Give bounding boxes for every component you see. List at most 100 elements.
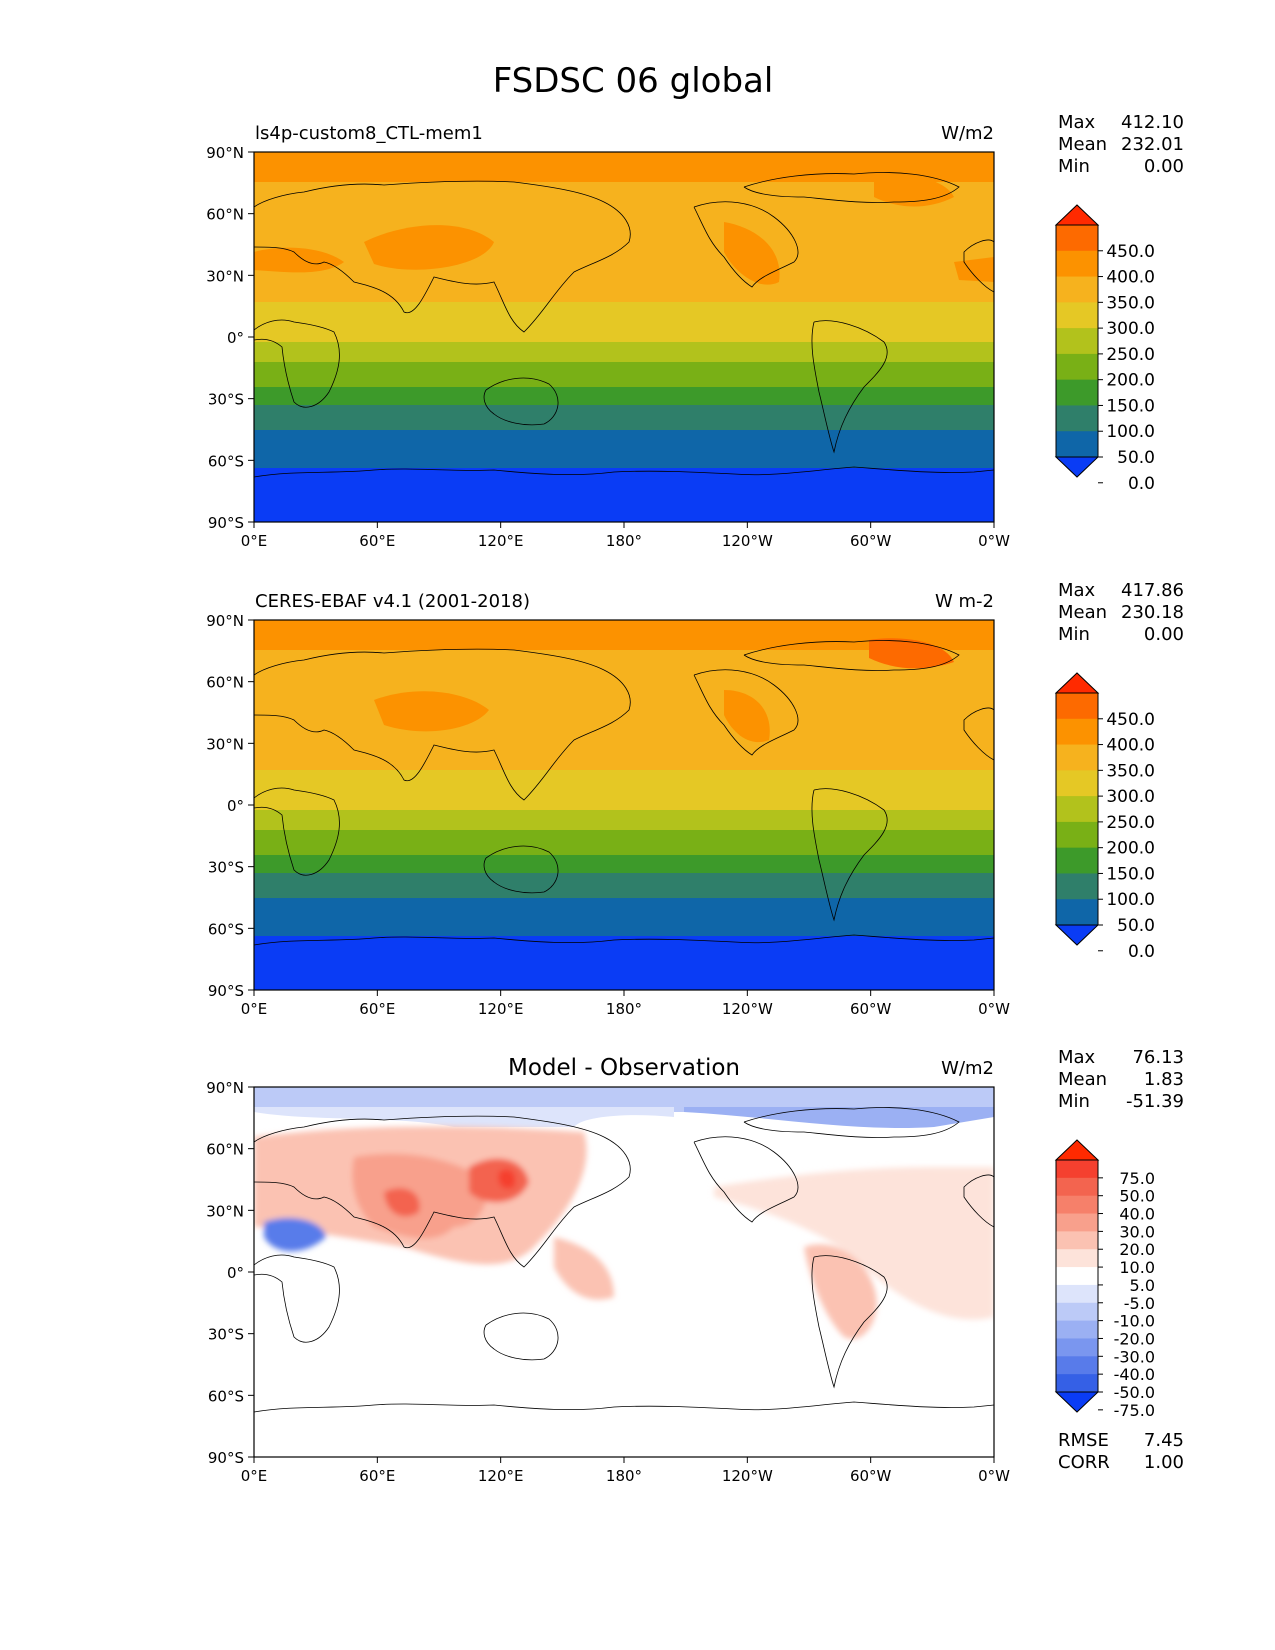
coastline: [253, 1401, 995, 1413]
colorbar-label: 50.0: [1117, 916, 1155, 936]
lon-label: 60°E: [359, 1467, 395, 1485]
figure-title: FSDSC 06 global: [493, 61, 774, 101]
lon-label: 180°: [606, 1000, 642, 1018]
lat-label: 30°S: [208, 859, 244, 877]
lat-label: 30°N: [206, 267, 244, 285]
lat-label: 60°S: [208, 1387, 244, 1405]
panel-units: W m-2: [935, 591, 994, 612]
stat-mean-label: Mean: [1058, 1069, 1107, 1090]
stat-min-label: Min: [1058, 624, 1090, 645]
colorbar-swatch: [1056, 718, 1098, 746]
colorbar-swatch: [1056, 1177, 1098, 1197]
colorbar-extend-max: [1054, 1139, 1100, 1161]
colorbar-swatch: [1056, 1249, 1098, 1268]
colorbar-swatch: [1056, 1213, 1098, 1232]
colorbar-swatch: [1056, 250, 1098, 278]
colorbar-extend-min: [1054, 924, 1100, 946]
corr-label: CORR: [1058, 1452, 1110, 1473]
lat-label: 0°: [227, 797, 244, 815]
colorbar-swatch: [1056, 821, 1098, 849]
colorbar-label: -10.0: [1114, 1312, 1155, 1331]
lon-label: 120°E: [478, 1000, 524, 1018]
colorbar-label: -30.0: [1114, 1347, 1155, 1366]
panel-diff-frame: 90°N 60°N 30°N 0° 30°S 60°S 90°S0°E 60°E 120°E 18…: [206, 1047, 1184, 1485]
lat-label: 30°N: [206, 1202, 244, 1220]
colorbar-swatch: [1056, 899, 1098, 926]
coastlines: [253, 640, 995, 946]
lat-label: 90°N: [206, 144, 244, 162]
coastline: [253, 180, 631, 333]
lat-label: 30°N: [206, 735, 244, 753]
colorbar-label: 150.0: [1106, 864, 1155, 884]
stat-mean-value: 232.01: [1121, 134, 1184, 155]
coastline: [253, 648, 631, 801]
panel-diff: Model - Observation W/m2: [254, 1055, 994, 1457]
lon-label: 60°W: [850, 1467, 892, 1485]
panel-units: W/m2: [941, 123, 994, 144]
colorbar-swatch: [1056, 405, 1098, 432]
coastline: [811, 1255, 888, 1389]
coastline: [253, 319, 340, 408]
coastline: [693, 1136, 799, 1223]
stat-min-label: Min: [1058, 156, 1090, 177]
coastline: [811, 320, 888, 454]
lat-label: 90°S: [208, 982, 244, 1000]
colorbar-swatch: [1056, 873, 1098, 900]
colorbar-label: 10.0: [1119, 1258, 1155, 1277]
coastline: [743, 172, 960, 203]
panel-obs: CERES-EBAF v4.1 (2001-2018) W m-2: [254, 591, 994, 990]
colorbar-label: 300.0: [1106, 319, 1155, 339]
colorbar-label: 450.0: [1106, 242, 1155, 262]
lon-label: 0°E: [241, 1467, 268, 1485]
colorbar: 450.0 400.0 350.0 300.0 250.0 200.0 150.0 100.0…: [1054, 204, 1155, 494]
colorbar-swatch: [1056, 353, 1098, 381]
coastline: [811, 788, 888, 922]
colorbar-swatch: [1056, 796, 1098, 823]
lon-label: 0°W: [978, 1000, 1010, 1018]
stat-min-value: 0.00: [1144, 156, 1184, 177]
lon-label: 180°: [606, 532, 642, 550]
colorbar-extend-max: [1054, 204, 1100, 226]
lon-label: 120°W: [722, 1467, 773, 1485]
stat-min-value: -51.39: [1126, 1091, 1184, 1112]
lon-label: 60°E: [359, 532, 395, 550]
map-field: [254, 152, 994, 522]
stat-max-label: Max: [1058, 1047, 1096, 1068]
lat-label: 60°N: [206, 206, 244, 224]
lon-label: 0°W: [978, 532, 1010, 550]
lon-label: 0°E: [241, 532, 268, 550]
stat-max-value: 412.10: [1121, 112, 1184, 133]
lon-label: 60°W: [850, 532, 892, 550]
colorbar-swatch: [1056, 328, 1098, 355]
colorbar-swatch: [1056, 1320, 1098, 1339]
coastline: [693, 669, 799, 756]
colorbar-swatch: [1056, 302, 1098, 329]
coastline: [483, 845, 559, 894]
colorbar-swatch: [1056, 1338, 1098, 1357]
colorbar-label: -75.0: [1114, 1401, 1155, 1420]
lon-label: 60°W: [850, 1000, 892, 1018]
rmse-label: RMSE: [1058, 1430, 1109, 1451]
stat-max-label: Max: [1058, 580, 1096, 601]
coastline: [483, 1312, 559, 1361]
colorbar-swatch: [1056, 693, 1098, 720]
panel-units: W/m2: [941, 1058, 994, 1079]
colorbar-label: -20.0: [1114, 1329, 1155, 1348]
colorbar-outline: [1055, 224, 1099, 458]
colorbar-swatch: [1056, 1195, 1098, 1215]
colorbar-extend-max: [1054, 672, 1100, 694]
colorbar-label: -50.0: [1114, 1383, 1155, 1402]
stat-max-value: 76.13: [1132, 1047, 1184, 1068]
lon-label: 120°W: [722, 532, 773, 550]
rmse-value: 7.45: [1144, 1430, 1184, 1451]
colorbar-label: 350.0: [1106, 761, 1155, 781]
stat-mean-label: Mean: [1058, 134, 1107, 155]
colorbar-swatch: [1056, 1160, 1098, 1179]
panel-obs-frame: 90°N 60°N 30°N 0° 30°S 60°S 90°S0°E 60°E 120°E 18…: [206, 580, 1184, 1018]
colorbar-swatch: [1056, 431, 1098, 458]
coastline: [743, 1107, 960, 1138]
panel-left-title: CERES-EBAF v4.1 (2001-2018): [255, 591, 530, 612]
colorbar-label: 400.0: [1106, 736, 1155, 756]
colorbar-label: 40.0: [1119, 1205, 1155, 1224]
